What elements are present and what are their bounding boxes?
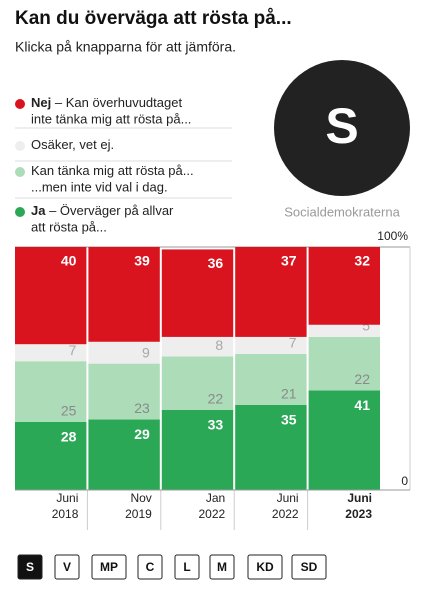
party-button[interactable] (54, 554, 80, 580)
x-tick-line: Juni (347, 491, 372, 505)
party-button-label: V (63, 560, 71, 574)
chart-title: Kan du överväga att rösta på... (15, 8, 292, 29)
party-logo (274, 60, 410, 196)
value-label: 29 (134, 426, 150, 442)
x-tick-label: Juni 2023 (345, 491, 372, 521)
bar-segment (308, 324, 380, 337)
legend-swatch (15, 207, 25, 217)
value-label: 28 (61, 429, 77, 445)
legend-label: Osäker, vet ej. (31, 137, 114, 152)
y-tick-label: 0 (401, 474, 408, 488)
value-label: 22 (354, 371, 370, 387)
bar-segment (235, 336, 307, 354)
party-button-label: KD (256, 560, 274, 574)
bar-segment (88, 363, 160, 420)
x-tick-line: Nov (130, 491, 151, 505)
value-label: 32 (354, 253, 370, 269)
bar-segment (15, 344, 87, 362)
bar-segment (161, 249, 234, 337)
bar-segment (15, 361, 87, 422)
legend-name: Osäker, vet ej. (31, 137, 114, 152)
x-tick-label: Jan 2022 (198, 491, 225, 521)
party-button[interactable] (91, 554, 127, 580)
x-tick-line: 2019 (125, 507, 152, 521)
bar-segment (161, 409, 234, 490)
party-button[interactable] (209, 554, 235, 580)
legend-desc: inte tänka mig att rösta på... (31, 111, 191, 126)
value-label: 25 (61, 403, 77, 419)
bar-segment (308, 336, 380, 391)
party-button-label: MP (100, 560, 118, 574)
x-tick-line: Juni (277, 491, 299, 505)
bar-segment (235, 353, 307, 405)
party-button-label: SD (301, 560, 318, 574)
value-label: 33 (208, 417, 224, 433)
value-label: 35 (281, 412, 297, 428)
value-label: 9 (142, 344, 150, 360)
x-tick-line: 2023 (345, 507, 372, 521)
party-button[interactable] (17, 554, 43, 580)
subtitle: Klicka på knapparna för att jämföra. (15, 39, 236, 55)
bar-segment (88, 247, 160, 342)
party-button-label: S (26, 560, 34, 574)
bar-segment (235, 404, 307, 490)
bar-segment (161, 336, 234, 357)
value-label: 22 (208, 391, 224, 407)
bar-segment (308, 390, 380, 490)
legend-name: Nej (31, 95, 51, 110)
legend-swatch (15, 99, 25, 109)
value-label: 8 (215, 337, 223, 353)
x-tick-label: Nov 2019 (125, 491, 152, 521)
x-tick-line: 2018 (52, 507, 79, 521)
party-button[interactable] (137, 554, 163, 580)
value-label: 41 (354, 397, 370, 413)
party-button-label: L (183, 560, 190, 574)
value-label: 36 (208, 255, 224, 271)
bar-segment (161, 356, 234, 410)
party-letter: S (325, 98, 358, 154)
party-button-label: M (217, 560, 227, 574)
legend-swatch (15, 167, 25, 177)
legend-desc: ...men inte vid val i dag. (31, 179, 168, 194)
bar-segment (235, 247, 307, 337)
x-tick-line: 2022 (198, 507, 225, 521)
bar-segment (88, 419, 160, 490)
x-tick-line: Jan (206, 491, 225, 505)
value-label: 40 (61, 253, 77, 269)
bar-segment (15, 247, 87, 345)
value-label: 39 (134, 253, 150, 269)
legend-desc: att rösta på... (31, 219, 107, 234)
party-button-label: C (146, 560, 155, 574)
value-label: 23 (134, 400, 150, 416)
value-label: 37 (281, 253, 297, 269)
legend-name: Ja (31, 203, 46, 218)
value-label: 5 (362, 318, 370, 334)
y-tick-label: 100% (377, 229, 408, 243)
legend-desc: – Kan överhuvudtaget (55, 95, 183, 110)
x-tick-line: Juni (56, 491, 78, 505)
bar-segment (88, 341, 160, 364)
party-button[interactable] (174, 554, 200, 580)
bar-segment (308, 247, 380, 325)
x-tick-label: Juni 2022 (272, 491, 299, 521)
party-name: Socialdemokraterna (284, 204, 400, 219)
legend-label: Ja – Överväger på allvar (31, 203, 174, 218)
legend-name: Kan tänka mig att rösta på... (31, 163, 194, 178)
value-label: 21 (281, 386, 297, 402)
legend-label: Nej – Kan överhuvudtaget (31, 95, 182, 110)
value-label: 7 (69, 342, 77, 358)
legend-swatch (15, 141, 25, 151)
party-button[interactable] (247, 554, 283, 580)
legend-desc: – Överväger på allvar (49, 203, 174, 218)
bar-segment (15, 421, 87, 490)
party-button[interactable] (291, 554, 327, 580)
x-tick-line: 2022 (272, 507, 299, 521)
value-label: 7 (289, 335, 297, 351)
legend-label: Kan tänka mig att rösta på... (31, 163, 194, 178)
x-tick-label: Juni 2018 (52, 491, 79, 521)
